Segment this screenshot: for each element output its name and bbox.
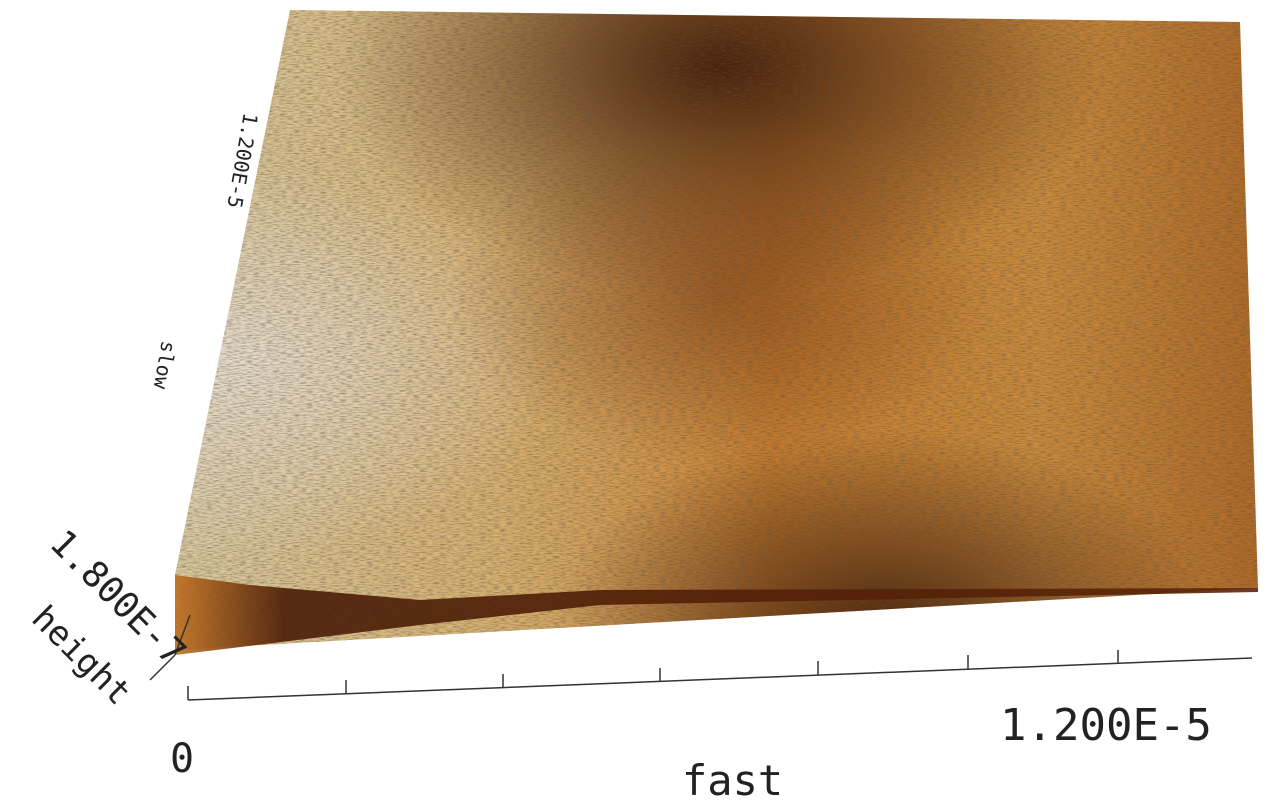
axes xyxy=(149,614,1253,701)
fast-label: fast xyxy=(682,756,783,805)
fast-tick-max: 1.200E-5 xyxy=(1000,700,1212,751)
slow-label: slow xyxy=(149,339,181,392)
fast-tick-0: 0 xyxy=(170,736,194,782)
surface xyxy=(175,10,1258,655)
